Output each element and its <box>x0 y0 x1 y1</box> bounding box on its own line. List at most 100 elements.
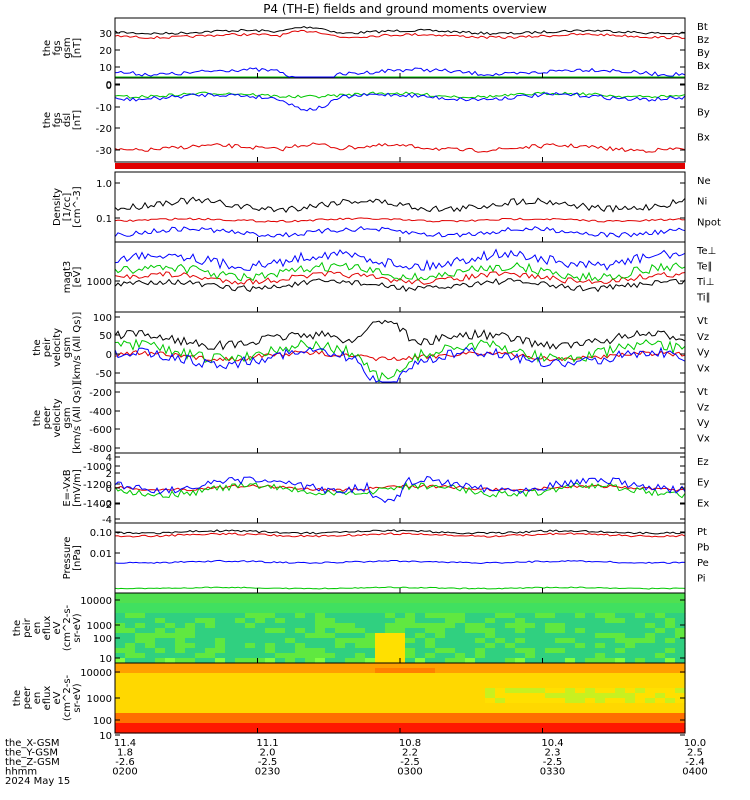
y-tick-label: 0.01 <box>90 549 112 560</box>
x-tick-label-t: 0400 <box>682 767 707 778</box>
heatmap-cell <box>445 628 456 634</box>
heatmap-cell <box>325 648 336 654</box>
heatmap-cell <box>575 678 586 684</box>
heatmap-cell <box>125 683 136 689</box>
heatmap-cell <box>375 658 386 664</box>
heatmap-cell <box>355 618 366 624</box>
heatmap-cell <box>425 598 436 604</box>
heatmap-cell <box>325 658 336 664</box>
heatmap-cell <box>575 723 586 729</box>
series-line-Bt <box>114 25 686 36</box>
heatmap-cell <box>235 598 246 604</box>
heatmap-cell <box>475 618 486 624</box>
heatmap-cell <box>675 678 686 684</box>
heatmap-cell <box>195 643 206 649</box>
heatmap-cell <box>535 608 546 614</box>
heatmap-cell <box>515 653 526 659</box>
heatmap-cell <box>445 708 456 714</box>
heatmap-cell <box>275 623 286 629</box>
heatmap-cell <box>515 728 526 734</box>
heatmap-cell <box>645 708 656 714</box>
heatmap-cell <box>125 668 136 674</box>
heatmap-cell <box>325 693 336 699</box>
heatmap-cell <box>505 608 516 614</box>
heatmap-cell <box>455 638 466 644</box>
heatmap-cell <box>445 638 456 644</box>
heatmap-cell <box>125 628 136 634</box>
heatmap-cell <box>225 643 236 649</box>
y-axis-label: thepeirenefluxeV(cm^2-s-sr-eV) <box>12 604 83 651</box>
heatmap-cell <box>415 658 426 664</box>
heatmap-cell <box>675 618 686 624</box>
heatmap-cell <box>645 638 656 644</box>
heatmap-cell <box>455 723 466 729</box>
heatmap-cell <box>595 678 606 684</box>
heatmap-cell <box>145 688 156 694</box>
heatmap-cell <box>135 598 146 604</box>
heatmap-cell <box>665 683 676 689</box>
heatmap-cell <box>575 728 586 734</box>
heatmap-cell <box>625 613 636 619</box>
heatmap-cell <box>565 638 576 644</box>
heatmap-cell <box>505 703 516 709</box>
heatmap-cell <box>395 708 406 714</box>
heatmap-cell <box>115 608 126 614</box>
heatmap-cell <box>425 718 436 724</box>
heatmap-cell <box>165 658 176 664</box>
heatmap-cell <box>475 603 486 609</box>
heatmap-cell <box>205 618 216 624</box>
heatmap-cell <box>375 653 386 659</box>
heatmap-cell <box>445 718 456 724</box>
y-axis-label-line: velocity <box>52 328 63 367</box>
heatmap-cell <box>385 723 396 729</box>
heatmap-cell <box>595 723 606 729</box>
heatmap-cell <box>275 698 286 704</box>
heatmap-cell <box>555 663 566 669</box>
heatmap-cell <box>225 633 236 639</box>
heatmap-cell <box>565 643 576 649</box>
y-axis-label-line: peir <box>42 337 53 357</box>
heatmap-cell <box>255 628 266 634</box>
heatmap-cell <box>155 718 166 724</box>
heatmap-cell <box>365 643 376 649</box>
heatmap-cell <box>505 643 516 649</box>
heatmap-cell <box>545 713 556 719</box>
heatmap-cell <box>315 608 326 614</box>
heatmap-cell <box>335 648 346 654</box>
heatmap-cell <box>585 663 596 669</box>
heatmap-cell <box>455 598 466 604</box>
heatmap-cell <box>475 683 486 689</box>
heatmap-cell <box>475 728 486 734</box>
heatmap-cell <box>195 703 206 709</box>
heatmap-cell <box>125 723 136 729</box>
heatmap-cell <box>545 703 556 709</box>
legend-Npot: Npot <box>697 217 721 228</box>
heatmap-cell <box>355 608 366 614</box>
heatmap-cell <box>465 698 476 704</box>
heatmap-cell <box>305 708 316 714</box>
heatmap-cell <box>535 648 546 654</box>
heatmap-cell <box>245 618 256 624</box>
heatmap-cell <box>615 628 626 634</box>
heatmap-cell <box>615 623 626 629</box>
heatmap-cell <box>205 598 216 604</box>
heatmap-cell <box>265 688 276 694</box>
heatmap-cell <box>235 618 246 624</box>
x-tick-label-x: 11.4 <box>114 738 136 749</box>
heatmap-cell <box>535 688 546 694</box>
heatmap-cell <box>275 718 286 724</box>
panel-frame <box>114 522 686 594</box>
legend-Vy: Vy <box>697 348 710 359</box>
heatmap-cell <box>255 653 266 659</box>
heatmap-cell <box>625 688 636 694</box>
y-axis-label-line: gsm <box>62 337 73 358</box>
heatmap-cell <box>415 628 426 634</box>
heatmap-cell <box>565 693 576 699</box>
heatmap-cell <box>275 658 286 664</box>
heatmap-cell <box>605 688 616 694</box>
heatmap-cell <box>445 668 456 674</box>
heatmap-cell <box>645 593 656 599</box>
heatmap-cell <box>395 688 406 694</box>
heatmap-cell <box>145 713 156 719</box>
